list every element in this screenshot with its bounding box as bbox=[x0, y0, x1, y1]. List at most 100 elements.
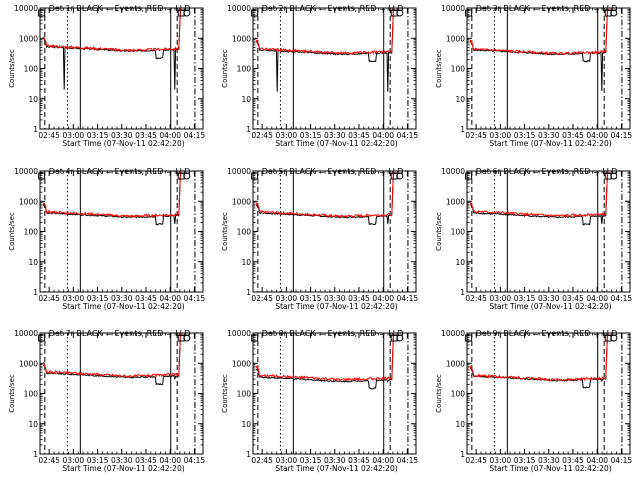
y-tick-label: 1000 bbox=[446, 34, 465, 43]
x-tick-label: 03:45 bbox=[348, 456, 370, 465]
x-tick-label: 02:45 bbox=[38, 294, 60, 303]
lld-series-line bbox=[255, 171, 395, 218]
y-tick-label: 10000 bbox=[441, 329, 465, 338]
detector-panel-9: Det 9r BLACK = Events, RED = LLD 1 10 100 10… bbox=[435, 329, 632, 473]
x-tick-label: 03:45 bbox=[135, 131, 157, 140]
x-tick-label: 03:30 bbox=[111, 294, 133, 303]
square-marker bbox=[251, 334, 259, 342]
plot-frame bbox=[39, 332, 204, 455]
x-tick-label: 04:00 bbox=[159, 294, 181, 303]
lld-series-line bbox=[469, 333, 609, 382]
panel-title: Det 7r BLACK = Events, RED = LLD bbox=[49, 329, 191, 338]
events-series-line bbox=[42, 171, 182, 226]
y-tick-label: 100 bbox=[451, 390, 466, 399]
panel-title: Det 8r BLACK = Events, RED = LLD bbox=[262, 329, 404, 338]
square-marker bbox=[38, 334, 46, 342]
x-tick-label: 03:15 bbox=[514, 131, 536, 140]
y-tick-label: 10 bbox=[28, 95, 38, 104]
events-series-line bbox=[255, 333, 395, 390]
plot-frame bbox=[252, 170, 417, 293]
x-axis-label: Start Time (07-Nov-11 02:42:20) bbox=[62, 464, 184, 473]
y-tick-label: 100 bbox=[237, 65, 252, 74]
y-tick-label: 1 bbox=[246, 288, 251, 297]
y-tick-label: 1000 bbox=[19, 359, 38, 368]
x-tick-label: 03:15 bbox=[87, 456, 109, 465]
y-axis-label: Counts/sec bbox=[221, 49, 229, 88]
y-tick-label: 1 bbox=[246, 125, 251, 134]
plot-frame bbox=[466, 170, 631, 293]
x-tick-label: 03:45 bbox=[562, 294, 584, 303]
x-tick-label: 04:00 bbox=[586, 456, 608, 465]
y-tick-label: 1 bbox=[246, 450, 251, 459]
x-tick-label: 03:30 bbox=[324, 131, 346, 140]
y-tick-label: 10 bbox=[241, 420, 251, 429]
x-axis-label: Start Time (07-Nov-11 02:42:20) bbox=[489, 139, 611, 148]
circle-marker bbox=[610, 9, 618, 17]
x-tick-label: 03:30 bbox=[538, 294, 560, 303]
y-tick-label: 1000 bbox=[232, 34, 251, 43]
panel-title: Det 5r BLACK = Events, RED = LLD bbox=[262, 167, 404, 176]
lld-series-line bbox=[42, 8, 182, 53]
lld-series-line bbox=[255, 8, 395, 55]
x-tick-label: 02:45 bbox=[251, 131, 273, 140]
x-tick-label: 02:45 bbox=[465, 294, 487, 303]
panel-title: Det 3r BLACK = Events, RED = LLD bbox=[476, 4, 618, 13]
x-tick-label: 04:15 bbox=[397, 294, 419, 303]
x-tick-label: 02:45 bbox=[465, 131, 487, 140]
x-tick-label: 03:30 bbox=[111, 456, 133, 465]
x-tick-label: 03:00 bbox=[63, 294, 85, 303]
x-tick-label: 03:00 bbox=[276, 131, 298, 140]
detector-panel-6: Det 6r BLACK = Events, RED = LLD 1 10 100 10… bbox=[435, 167, 632, 311]
plot-frame bbox=[466, 332, 631, 455]
x-tick-label: 03:30 bbox=[324, 294, 346, 303]
y-axis-label: Counts/sec bbox=[435, 212, 443, 251]
y-tick-label: 1000 bbox=[232, 359, 251, 368]
y-tick-label: 1000 bbox=[232, 197, 251, 206]
x-tick-label: 04:15 bbox=[184, 456, 206, 465]
events-series-line bbox=[255, 171, 395, 226]
x-tick-label: 03:45 bbox=[562, 131, 584, 140]
y-tick-label: 10000 bbox=[441, 4, 465, 13]
x-tick-label: 03:45 bbox=[135, 294, 157, 303]
y-tick-label: 10000 bbox=[14, 4, 38, 13]
x-tick-label: 04:00 bbox=[159, 456, 181, 465]
y-axis-label: Counts/sec bbox=[435, 49, 443, 88]
lld-series-line bbox=[255, 333, 395, 382]
events-series-line bbox=[43, 8, 182, 90]
x-tick-label: 02:45 bbox=[251, 294, 273, 303]
circle-marker bbox=[610, 172, 618, 180]
y-tick-label: 1 bbox=[33, 288, 38, 297]
x-tick-label: 04:15 bbox=[397, 456, 419, 465]
x-tick-label: 03:45 bbox=[562, 456, 584, 465]
y-tick-label: 10000 bbox=[227, 167, 251, 176]
square-marker bbox=[251, 172, 259, 180]
circle-marker bbox=[396, 9, 404, 17]
x-tick-label: 04:00 bbox=[372, 456, 394, 465]
panel-title: Det 4r BLACK = Events, RED = LLD bbox=[49, 167, 191, 176]
x-tick-label: 04:00 bbox=[372, 131, 394, 140]
y-axis-label: Counts/sec bbox=[8, 212, 16, 251]
square-marker bbox=[465, 9, 473, 17]
y-tick-label: 1 bbox=[33, 450, 38, 459]
y-tick-label: 10 bbox=[241, 258, 251, 267]
circle-marker bbox=[183, 9, 191, 17]
detector-panel-5: Det 5r BLACK = Events, RED = LLD 1 10 100 10… bbox=[221, 167, 418, 311]
x-tick-label: 03:15 bbox=[87, 294, 109, 303]
x-tick-label: 04:15 bbox=[611, 294, 633, 303]
panel-title: Det 1r BLACK = Events, RED = LLD bbox=[49, 4, 191, 13]
detector-panel-4: Det 4r BLACK = Events, RED = LLD 1 10 100 10… bbox=[8, 167, 205, 311]
x-tick-label: 03:15 bbox=[87, 131, 109, 140]
x-tick-label: 03:00 bbox=[490, 294, 512, 303]
y-tick-label: 1000 bbox=[19, 34, 38, 43]
y-tick-label: 10000 bbox=[441, 167, 465, 176]
x-tick-label: 03:30 bbox=[111, 131, 133, 140]
y-tick-label: 10 bbox=[455, 95, 465, 104]
x-tick-label: 03:15 bbox=[514, 456, 536, 465]
y-tick-label: 100 bbox=[237, 390, 252, 399]
square-marker bbox=[465, 172, 473, 180]
x-tick-label: 04:15 bbox=[184, 131, 206, 140]
x-axis-label: Start Time (07-Nov-11 02:42:20) bbox=[275, 302, 397, 311]
panel-title: Det 2r BLACK = Events, RED = LLD bbox=[262, 4, 404, 13]
detector-panel-2: Det 2r BLACK = Events, RED = LLD 1 10 100 10… bbox=[221, 4, 418, 148]
x-tick-label: 02:45 bbox=[38, 131, 60, 140]
